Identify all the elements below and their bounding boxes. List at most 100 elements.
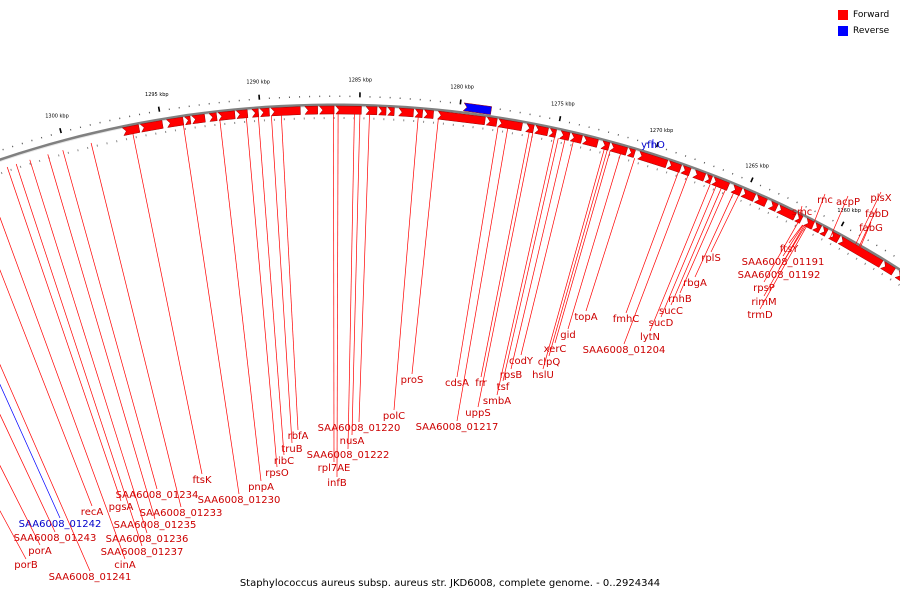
- forward-feature[interactable]: [794, 213, 804, 224]
- forward-feature[interactable]: [837, 236, 884, 268]
- forward-feature[interactable]: [414, 108, 424, 118]
- gene-label[interactable]: proS: [401, 375, 424, 386]
- gene-label[interactable]: sucD: [649, 318, 674, 329]
- gene-label[interactable]: rplS: [701, 253, 721, 264]
- gene-label[interactable]: fmhC: [613, 314, 640, 325]
- gene-label[interactable]: frr: [475, 378, 487, 389]
- gene-label[interactable]: clpQ: [538, 357, 561, 368]
- gene-label[interactable]: SAA6008_01230: [198, 495, 281, 506]
- forward-feature[interactable]: [581, 135, 599, 148]
- gene-label[interactable]: recA: [81, 507, 104, 518]
- forward-feature[interactable]: [525, 123, 535, 134]
- forward-feature[interactable]: [740, 188, 757, 202]
- forward-feature[interactable]: [436, 110, 486, 126]
- gene-label[interactable]: rpl7AE: [318, 463, 351, 474]
- forward-feature[interactable]: [387, 107, 395, 116]
- forward-feature[interactable]: [139, 120, 164, 133]
- gene-label[interactable]: SAA6008_01234: [116, 490, 199, 501]
- gene-label[interactable]: pgsA: [109, 502, 134, 513]
- forward-feature[interactable]: [637, 150, 669, 169]
- gene-label[interactable]: acpP: [836, 197, 860, 208]
- gene-label[interactable]: porB: [14, 560, 38, 571]
- gene-label[interactable]: hslU: [532, 370, 554, 381]
- gene-label[interactable]: rpsO: [265, 468, 289, 479]
- forward-feature[interactable]: [270, 106, 301, 117]
- gene-label[interactable]: sucC: [659, 306, 683, 317]
- gene-label[interactable]: SAA6008_01241: [49, 572, 132, 583]
- gene-label[interactable]: SAA6008_01233: [140, 508, 223, 519]
- gene-label[interactable]: topA: [574, 312, 597, 323]
- forward-feature[interactable]: [251, 108, 260, 118]
- gene-label[interactable]: rnhB: [668, 294, 692, 305]
- forward-feature[interactable]: [811, 222, 823, 234]
- gene-label[interactable]: rpsB: [500, 370, 523, 381]
- gene-label[interactable]: nusA: [340, 436, 365, 447]
- gene-label[interactable]: SAA6008_01235: [114, 520, 197, 531]
- forward-feature[interactable]: [609, 142, 629, 156]
- gene-label[interactable]: yfhO: [641, 140, 665, 151]
- forward-feature[interactable]: [776, 204, 797, 221]
- gene-label[interactable]: SAA6008_01222: [307, 450, 390, 461]
- gene-label[interactable]: porA: [28, 546, 52, 557]
- forward-feature[interactable]: [827, 230, 841, 244]
- gene-label[interactable]: lytN: [640, 332, 660, 343]
- forward-feature[interactable]: [497, 118, 523, 132]
- forward-feature[interactable]: [423, 109, 434, 119]
- gene-label[interactable]: ftsK: [192, 475, 211, 486]
- forward-feature[interactable]: [894, 270, 900, 282]
- gene-label[interactable]: codY: [509, 356, 534, 367]
- forward-feature[interactable]: [548, 128, 557, 138]
- forward-feature[interactable]: [208, 112, 218, 122]
- gene-label[interactable]: SAA6008_01217: [416, 422, 499, 433]
- forward-feature[interactable]: [191, 113, 206, 125]
- gene-label[interactable]: rbfA: [288, 431, 309, 442]
- gene-label[interactable]: fabG: [859, 223, 883, 234]
- forward-feature[interactable]: [378, 106, 387, 116]
- forward-feature[interactable]: [183, 115, 192, 126]
- forward-feature[interactable]: [819, 226, 829, 237]
- forward-feature[interactable]: [533, 125, 549, 137]
- gene-label[interactable]: infB: [327, 478, 347, 489]
- forward-feature[interactable]: [879, 261, 896, 276]
- forward-feature[interactable]: [235, 109, 249, 119]
- forward-feature[interactable]: [692, 169, 707, 182]
- forward-feature[interactable]: [600, 140, 611, 151]
- gene-label[interactable]: SAA6008_01243: [14, 533, 97, 544]
- gene-label[interactable]: truB: [281, 444, 302, 455]
- gene-label[interactable]: rpsP: [753, 283, 775, 294]
- gene-label[interactable]: SAA6008_01220: [318, 423, 401, 434]
- forward-feature[interactable]: [485, 116, 498, 127]
- forward-feature[interactable]: [165, 116, 185, 128]
- forward-feature[interactable]: [335, 105, 362, 115]
- forward-feature[interactable]: [217, 110, 236, 121]
- gene-label[interactable]: SAA6008_01237: [101, 547, 184, 558]
- forward-feature[interactable]: [767, 200, 779, 212]
- gene-label[interactable]: ftsY: [780, 244, 799, 255]
- forward-feature[interactable]: [318, 105, 335, 115]
- forward-feature[interactable]: [569, 132, 583, 144]
- gene-label[interactable]: plsX: [870, 193, 891, 204]
- gene-label[interactable]: cinA: [114, 560, 136, 571]
- forward-feature[interactable]: [666, 160, 683, 173]
- gene-label[interactable]: uppS: [465, 408, 490, 419]
- forward-feature[interactable]: [710, 176, 731, 191]
- gene-label[interactable]: smc: [792, 207, 812, 218]
- gene-label[interactable]: tsf: [497, 382, 510, 393]
- forward-feature[interactable]: [304, 105, 318, 115]
- gene-label[interactable]: xerC: [544, 344, 567, 355]
- reverse-feature[interactable]: [462, 102, 492, 115]
- gene-label[interactable]: rbgA: [683, 278, 707, 289]
- gene-label[interactable]: SAA6008_01236: [106, 534, 189, 545]
- gene-label[interactable]: fabD: [865, 209, 889, 220]
- gene-label[interactable]: SAA6008_01204: [583, 345, 666, 356]
- gene-label[interactable]: gid: [560, 330, 575, 341]
- forward-feature[interactable]: [730, 184, 743, 197]
- forward-feature[interactable]: [803, 217, 815, 230]
- gene-label[interactable]: smbA: [483, 396, 511, 407]
- forward-feature[interactable]: [753, 194, 768, 207]
- forward-feature[interactable]: [704, 173, 713, 185]
- gene-label[interactable]: cdsA: [445, 378, 469, 389]
- forward-feature[interactable]: [121, 124, 141, 136]
- forward-feature[interactable]: [398, 107, 414, 118]
- gene-label[interactable]: rnc: [817, 195, 833, 206]
